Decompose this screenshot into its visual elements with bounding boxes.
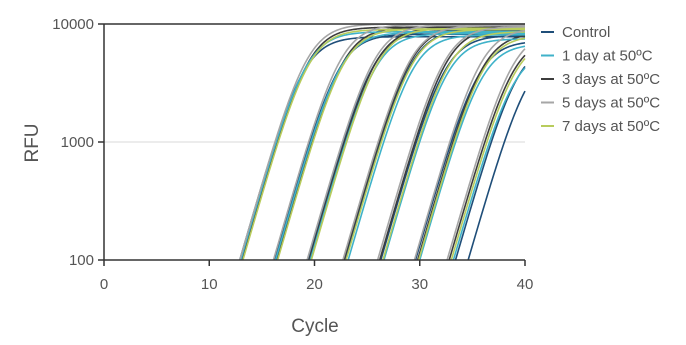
legend: Control 1 day at 50ºC 3 days at 50ºC 5 days… bbox=[541, 24, 660, 135]
x-axis-title: Cycle bbox=[291, 316, 339, 337]
series-0-curve bbox=[414, 42, 526, 261]
legend-label: 1 day at 50ºC bbox=[562, 48, 653, 65]
series-3-curve bbox=[446, 48, 526, 261]
series-2-curve bbox=[448, 54, 526, 261]
series-4-curve bbox=[345, 28, 525, 261]
series-4-curve bbox=[417, 37, 526, 261]
series-3-curve bbox=[342, 24, 525, 261]
series-2-curve bbox=[416, 34, 526, 261]
series-2-curve bbox=[343, 25, 525, 261]
series-0-curve bbox=[467, 90, 526, 261]
x-tick-label: 0 bbox=[100, 276, 108, 293]
legend-label: Control bbox=[562, 24, 610, 41]
series-1-curve bbox=[347, 34, 525, 261]
y-tick-label: 100 bbox=[69, 252, 94, 269]
axis-layer: 100 1000 10000 0 10 20 30 40 bbox=[52, 16, 533, 293]
y-tick-label: 1000 bbox=[61, 134, 94, 151]
y-tick-label: 10000 bbox=[52, 16, 94, 33]
series-1-curve bbox=[452, 67, 526, 261]
series-1-curve bbox=[309, 32, 525, 261]
series-4-curve bbox=[450, 57, 526, 261]
x-tick-label: 40 bbox=[517, 276, 534, 293]
legend-label: 7 days at 50ºC bbox=[562, 118, 660, 135]
series-3-curve bbox=[413, 29, 526, 261]
x-tick-label: 30 bbox=[411, 276, 428, 293]
x-tick-label: 10 bbox=[201, 276, 218, 293]
series-group-4 bbox=[242, 27, 526, 261]
series-1-curve bbox=[418, 45, 526, 261]
legend-label: 3 days at 50ºC bbox=[562, 71, 660, 88]
y-axis-title: RFU bbox=[22, 123, 43, 162]
legend-label: 5 days at 50ºC bbox=[562, 95, 660, 112]
x-tick-label: 20 bbox=[306, 276, 323, 293]
series-3-curve bbox=[376, 26, 526, 261]
series-4-curve bbox=[382, 31, 526, 261]
